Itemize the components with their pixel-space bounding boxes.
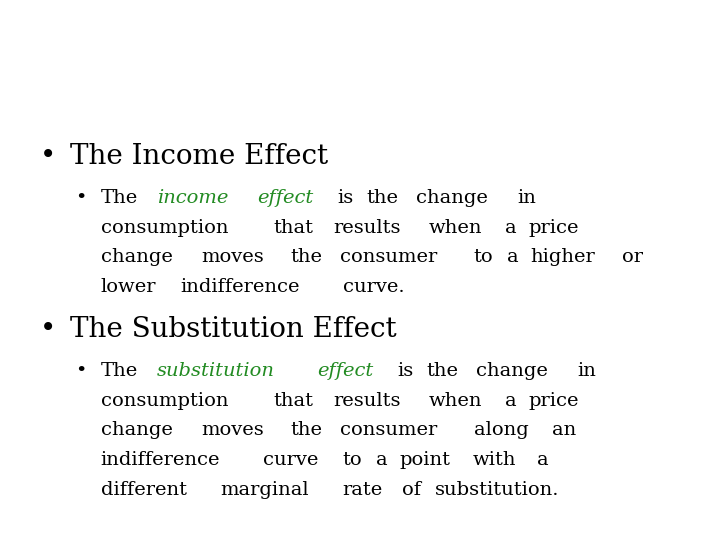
Text: effect: effect (317, 362, 374, 380)
Text: is: is (397, 362, 414, 380)
Text: along: along (474, 421, 528, 439)
Text: change: change (101, 248, 173, 266)
Text: with: with (473, 451, 516, 469)
Text: a: a (505, 392, 517, 409)
Text: that: that (274, 392, 313, 409)
Text: The Income Effect: The Income Effect (70, 143, 328, 170)
Text: income: income (157, 189, 228, 207)
Text: marginal: marginal (220, 481, 308, 498)
Text: results: results (333, 392, 400, 409)
Text: The Substitution Effect: The Substitution Effect (70, 316, 397, 343)
Text: the: the (291, 421, 323, 439)
Text: higher: higher (530, 248, 595, 266)
Text: •: • (40, 143, 56, 170)
Text: when: when (428, 392, 482, 409)
Text: or: or (621, 248, 643, 266)
Text: consumer: consumer (340, 248, 437, 266)
Text: price: price (528, 392, 579, 409)
Text: a: a (537, 451, 549, 469)
Text: moves: moves (202, 421, 264, 439)
Text: curve: curve (263, 451, 318, 469)
Text: The: The (101, 362, 138, 380)
Text: lower: lower (101, 278, 156, 296)
Text: curve.: curve. (343, 278, 405, 296)
Text: •: • (76, 362, 87, 380)
Text: price: price (528, 219, 579, 237)
Text: change: change (416, 189, 488, 207)
Text: in: in (577, 362, 596, 380)
Text: The: The (101, 189, 138, 207)
Text: consumption: consumption (101, 392, 228, 409)
Text: consumption: consumption (101, 219, 228, 237)
Text: in: in (517, 189, 536, 207)
Text: indifference: indifference (101, 451, 220, 469)
Text: a: a (507, 248, 518, 266)
Text: of: of (402, 481, 421, 498)
Text: a: a (505, 219, 517, 237)
Text: •: • (76, 189, 87, 207)
Text: point: point (399, 451, 450, 469)
Text: •: • (40, 316, 56, 343)
Text: the: the (291, 248, 323, 266)
Text: an: an (552, 421, 577, 439)
Text: the: the (366, 189, 399, 207)
Text: the: the (427, 362, 459, 380)
Text: moves: moves (202, 248, 264, 266)
Text: effect: effect (257, 189, 313, 207)
Text: indifference: indifference (181, 278, 300, 296)
Text: substitution: substitution (157, 362, 275, 380)
Text: to: to (343, 451, 362, 469)
Text: to: to (474, 248, 493, 266)
Text: rate: rate (342, 481, 382, 498)
Text: when: when (428, 219, 482, 237)
Text: a: a (376, 451, 387, 469)
Text: substitution.: substitution. (435, 481, 559, 498)
Text: change: change (476, 362, 548, 380)
Text: that: that (274, 219, 313, 237)
Text: different: different (101, 481, 186, 498)
Text: is: is (338, 189, 354, 207)
Text: change: change (101, 421, 173, 439)
Text: consumer: consumer (340, 421, 437, 439)
Text: results: results (333, 219, 400, 237)
